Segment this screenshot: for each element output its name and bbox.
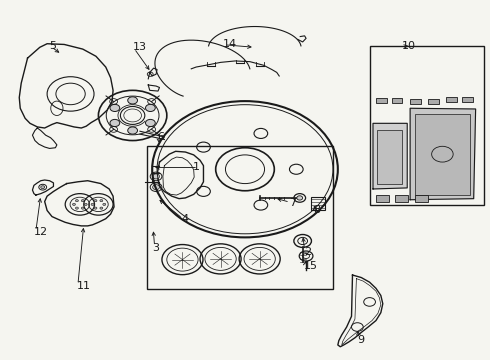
Bar [428,99,439,104]
Bar [376,195,389,202]
Circle shape [100,199,103,202]
Circle shape [110,104,120,112]
Polygon shape [373,123,407,189]
Circle shape [84,203,87,206]
Text: 15: 15 [304,261,318,271]
Bar [392,98,402,103]
Circle shape [100,207,103,209]
Text: 5: 5 [49,41,56,50]
Text: 8: 8 [314,206,320,216]
Circle shape [128,127,138,134]
Circle shape [41,186,45,189]
Bar [377,130,402,184]
Bar [463,97,473,102]
Circle shape [110,120,120,127]
Circle shape [103,203,106,206]
Circle shape [128,97,138,104]
Bar [369,45,485,205]
Text: 1: 1 [193,162,200,172]
Bar [446,97,457,102]
Circle shape [94,207,97,209]
Circle shape [73,203,75,206]
Bar [410,99,421,104]
Circle shape [297,196,303,200]
Polygon shape [410,108,476,200]
Text: 13: 13 [133,42,147,52]
Circle shape [75,199,78,202]
Bar [395,195,408,202]
Text: 2: 2 [304,247,311,257]
Text: 3: 3 [152,243,159,253]
Circle shape [94,199,97,202]
Text: 6: 6 [157,132,164,142]
Circle shape [81,207,84,209]
Circle shape [153,185,159,190]
Circle shape [146,120,155,127]
Bar [415,114,470,195]
Circle shape [153,174,159,179]
Circle shape [75,207,78,209]
Text: 12: 12 [34,227,48,237]
Circle shape [91,203,94,206]
Bar [376,98,387,103]
Bar [415,195,428,202]
Text: 11: 11 [76,281,91,291]
Circle shape [81,199,84,202]
Text: 14: 14 [223,39,237,49]
Circle shape [146,104,155,112]
Text: 9: 9 [357,334,365,345]
Bar [147,146,333,289]
Text: 10: 10 [401,41,416,50]
Bar [312,197,325,211]
Text: 4: 4 [181,215,189,224]
Text: 7: 7 [289,198,296,208]
